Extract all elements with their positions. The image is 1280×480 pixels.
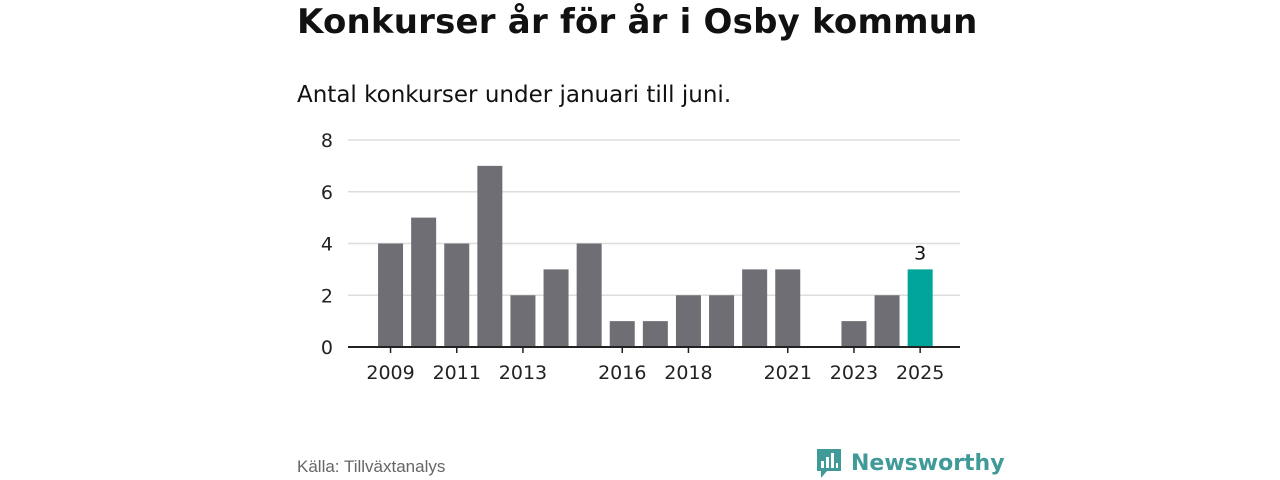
bar-2023 — [841, 321, 867, 347]
bar-2017 — [642, 321, 668, 347]
y-tick-label: 2 — [321, 285, 333, 307]
bar-chart-speech-bubble-icon — [817, 449, 841, 478]
bar-2012 — [477, 165, 503, 347]
bar-2019 — [709, 295, 735, 347]
bar-2015 — [576, 243, 602, 347]
bar-2009 — [378, 243, 404, 347]
x-tick-label: 2023 — [830, 362, 878, 384]
x-tick-label: 2011 — [433, 362, 481, 384]
x-tick-label: 2025 — [896, 362, 944, 384]
bar-2020 — [742, 269, 768, 347]
source-note: Källa: Tillväxtanalys — [297, 457, 446, 476]
bars — [378, 165, 933, 347]
x-tick-label: 2013 — [499, 362, 547, 384]
bar-2018 — [675, 295, 701, 347]
bar-2025 — [907, 269, 933, 347]
y-tick-label: 0 — [321, 337, 333, 359]
bar-2024 — [874, 295, 900, 347]
bar-2016 — [609, 321, 635, 347]
chart-subtitle: Antal konkurser under januari till juni. — [297, 82, 732, 108]
y-tick-label: 4 — [321, 234, 333, 256]
data-labels: 3 — [914, 242, 926, 264]
x-tick-label: 2021 — [764, 362, 812, 384]
x-axis-ticks: 2009 2011 2013 2016 2018 2021 2023 2025 — [366, 347, 944, 384]
newsworthy-logo: Newsworthy — [815, 447, 1005, 479]
x-tick-label: 2018 — [664, 362, 712, 384]
chart-title: Konkurser år för år i Osby kommun — [297, 2, 978, 42]
gridlines — [348, 139, 960, 296]
y-tick-label: 8 — [321, 130, 333, 152]
bar-2013 — [510, 295, 536, 347]
x-tick-label: 2009 — [366, 362, 414, 384]
y-tick-label: 6 — [321, 182, 333, 204]
bar-2014 — [543, 269, 569, 347]
bar-2011 — [444, 243, 470, 347]
data-label-2025: 3 — [914, 242, 926, 264]
x-tick-label: 2016 — [598, 362, 646, 384]
brand-name: Newsworthy — [851, 450, 1005, 476]
bar-2021 — [775, 269, 801, 347]
bar-2010 — [411, 217, 437, 347]
y-axis-ticks: 0 2 4 6 8 — [321, 130, 333, 359]
